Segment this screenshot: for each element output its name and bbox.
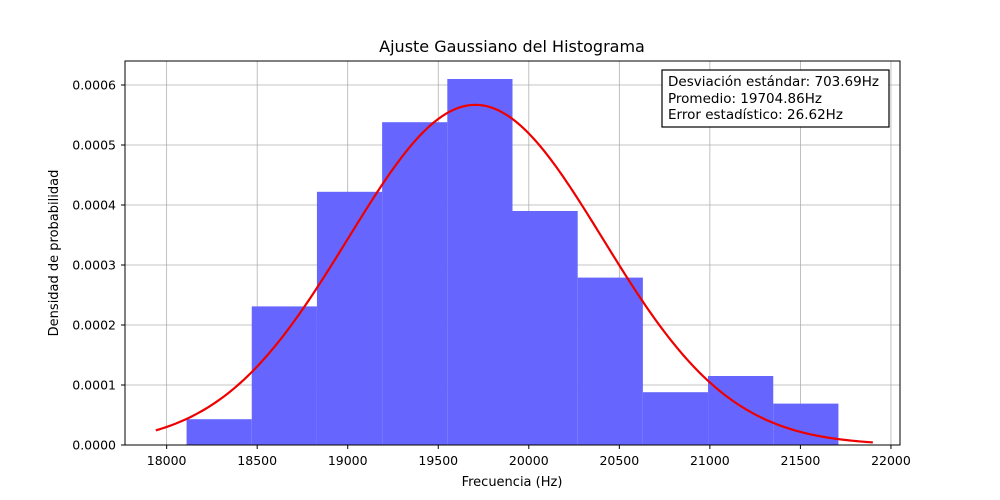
- gaussian-fit-curve: [155, 103, 873, 444]
- plot-frame: [124, 60, 901, 446]
- histogram-bar: [642, 392, 709, 445]
- y-tick-label: 0.0004: [72, 198, 116, 213]
- gaussian-fit-layer: [155, 103, 873, 444]
- annotation-frame: [661, 69, 890, 128]
- histogram-bar: [708, 376, 774, 445]
- y-tick-label: 0.0000: [72, 438, 116, 453]
- y-tick-label: 0.0002: [72, 318, 116, 333]
- histogram-bar: [512, 211, 578, 445]
- x-tick-label: 19000: [328, 453, 368, 468]
- annotation-mean: Promedio: 19704.86Hz: [668, 91, 822, 107]
- x-tick-label: 21000: [690, 453, 730, 468]
- y-tick-label: 0.0001: [72, 378, 116, 393]
- axes: [124, 60, 901, 446]
- y-tick-label: 0.0005: [72, 138, 116, 153]
- histogram-bar: [577, 277, 643, 445]
- histogram-bars: [186, 79, 839, 445]
- x-tick-label: 20000: [509, 453, 549, 468]
- histogram-bar: [447, 79, 513, 445]
- stats-annotation-box: Desviación estándar: 703.69Hz Promedio: …: [661, 69, 890, 128]
- x-tick-label: 19500: [418, 453, 458, 468]
- y-axis-label: Densidad de probabilidad: [47, 170, 62, 337]
- x-axis-ticks: 18000 18500 19000 19500 20000 20500 21000 21500…: [147, 445, 911, 468]
- x-tick-label: 18500: [237, 453, 277, 468]
- annotation-std: Desviación estándar: 703.69Hz: [668, 74, 879, 90]
- x-tick-label: 20500: [599, 453, 639, 468]
- histogram-bar: [382, 122, 448, 445]
- histogram-bar: [186, 419, 252, 445]
- annotation-error: Error estadístico: 26.62Hz: [668, 107, 843, 123]
- x-tick-label: 22000: [871, 453, 911, 468]
- x-axis-label: Frecuencia (Hz): [462, 475, 563, 490]
- x-tick-label: 21500: [781, 453, 821, 468]
- y-tick-label: 0.0003: [72, 258, 116, 273]
- y-axis-ticks: 0.0000 0.0001 0.0002 0.0003 0.0004 0.0005 0.00…: [72, 78, 125, 453]
- histogram-bar: [251, 306, 317, 445]
- x-tick-label: 18000: [147, 453, 187, 468]
- histogram-bar: [316, 191, 383, 445]
- chart-title: Ajuste Gaussiano del Histograma: [379, 37, 645, 56]
- y-tick-label: 0.0006: [72, 78, 116, 93]
